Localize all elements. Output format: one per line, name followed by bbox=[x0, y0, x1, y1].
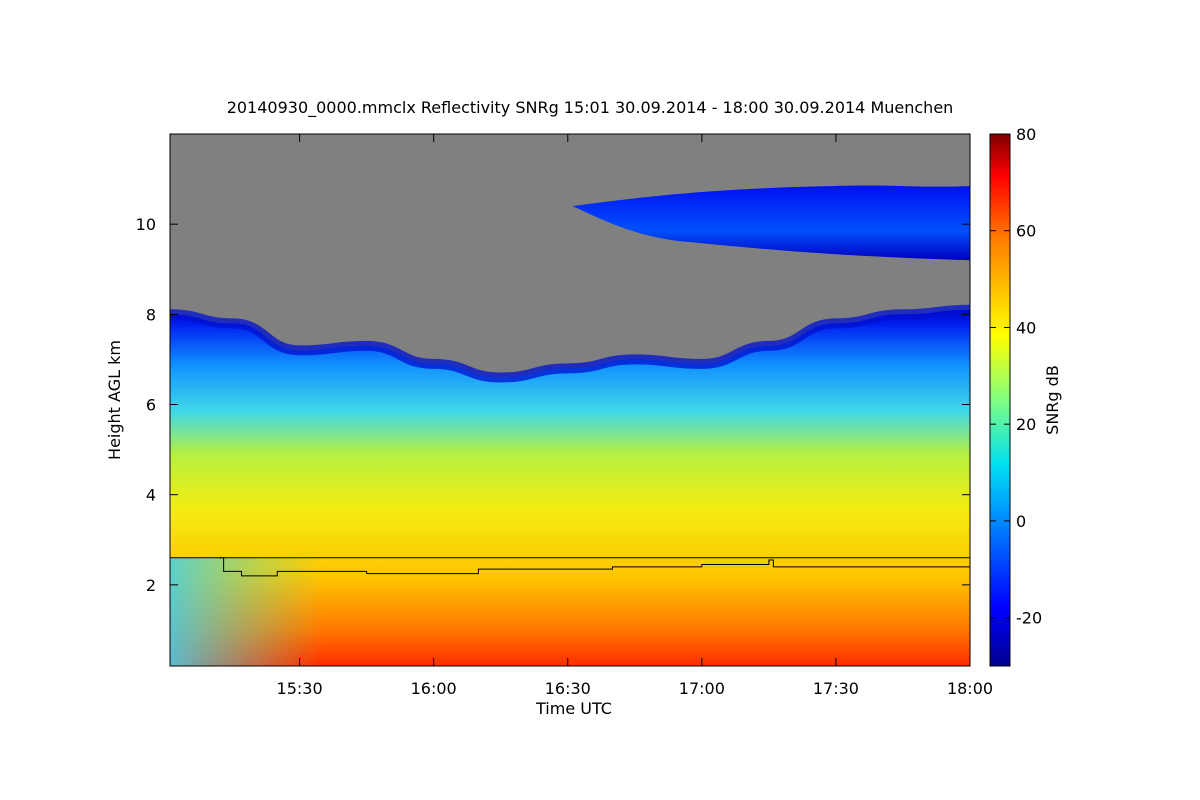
colorbar-tick-label: 40 bbox=[1016, 318, 1036, 337]
boundary-layer-line bbox=[219, 557, 970, 577]
x-tick-label: 17:30 bbox=[813, 679, 859, 698]
y-tick-label: 2 bbox=[146, 576, 156, 595]
colorbar-tick-label: 80 bbox=[1016, 125, 1036, 144]
x-tick-label: 16:00 bbox=[411, 679, 457, 698]
x-tick-label: 15:30 bbox=[277, 679, 323, 698]
colorbar-label: SNRg dB bbox=[1043, 365, 1062, 435]
colorbar-tick-label: 0 bbox=[1016, 512, 1026, 531]
colorbar bbox=[989, 133, 1011, 667]
x-tick-label: 16:30 bbox=[545, 679, 591, 698]
cloud-layer-main bbox=[170, 309, 970, 666]
chart-title: 20140930_0000.mmclx Reflectivity SNRg 15… bbox=[226, 98, 954, 117]
y-tick-label: 6 bbox=[146, 396, 156, 415]
colorbar-tick-label: 20 bbox=[1016, 415, 1036, 434]
colorbar-tick-label: 60 bbox=[1016, 222, 1036, 241]
x-tick-label: 17:00 bbox=[679, 679, 725, 698]
colorbar-tick-label: -20 bbox=[1016, 609, 1042, 628]
cloud-layer-upper bbox=[572, 185, 970, 261]
cloud-left-low-snr bbox=[170, 557, 322, 666]
plot-area bbox=[170, 134, 970, 666]
axes: 15:30 16:00 16:30 17:00 17:30 18:00 2 4 6 8 10 bbox=[136, 134, 993, 698]
colorbar-ticks: -20 0 20 40 60 80 bbox=[990, 125, 1042, 628]
plot-frame bbox=[169, 133, 971, 667]
y-tick-label: 10 bbox=[136, 215, 156, 234]
y-axis-label: Height AGL km bbox=[105, 340, 124, 460]
x-axis-label: Time UTC bbox=[535, 699, 612, 718]
x-tick-label: 18:00 bbox=[947, 679, 993, 698]
y-tick-label: 8 bbox=[146, 305, 156, 324]
cloud-top-edge bbox=[170, 304, 970, 383]
y-tick-label: 4 bbox=[146, 486, 156, 505]
